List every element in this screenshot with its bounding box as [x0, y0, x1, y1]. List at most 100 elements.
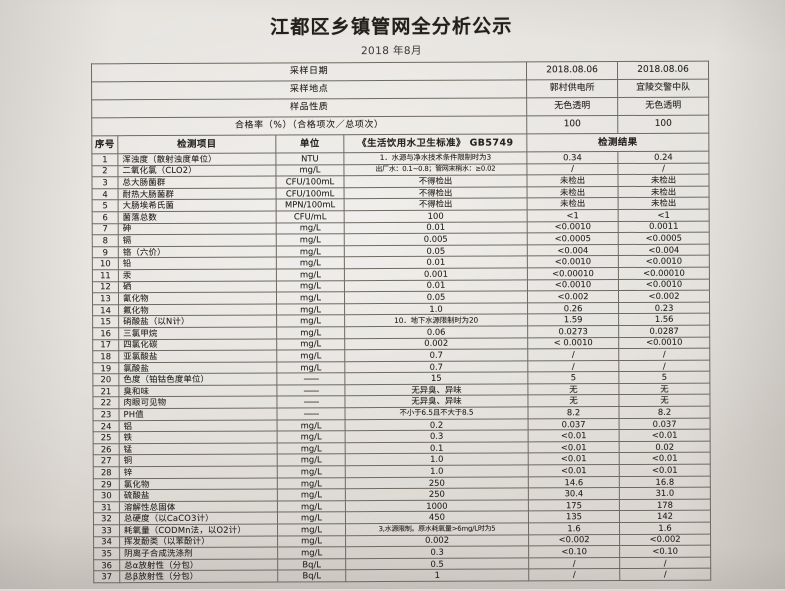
- row-standard-value: 100: [344, 209, 528, 223]
- row-standard-value: 0.005: [344, 233, 528, 246]
- row-result-sample-1: 无: [527, 383, 619, 396]
- row-unit: mg/L: [277, 488, 346, 501]
- row-result-sample-2: 0.037: [619, 417, 711, 430]
- row-standard-value: 不得检出: [344, 198, 528, 211]
- row-number: 3: [91, 176, 119, 189]
- row-standard-value: 0.1: [345, 441, 529, 455]
- row-item-name: 二氧化氯（CLO2）: [117, 164, 276, 177]
- row-number: 26: [93, 443, 120, 456]
- row-number: 35: [93, 547, 120, 560]
- row-item-name: 肉眼可见物: [118, 396, 277, 409]
- row-standard-value: 1.0: [345, 453, 529, 466]
- row-result-sample-1: 8.2: [528, 406, 620, 419]
- row-standard-value: 250: [345, 488, 529, 501]
- row-result-sample-2: 31.0: [619, 487, 711, 500]
- row-result-sample-2: 0.0287: [618, 325, 710, 338]
- column-header-no: 序号: [91, 135, 118, 154]
- row-unit: CFU/100mL: [276, 187, 345, 200]
- row-item-name: 总大肠菌群: [117, 176, 277, 189]
- row-result-sample-2: /: [617, 162, 710, 175]
- row-result-sample-2: <0.01: [619, 452, 711, 465]
- page-subtitle: 2018 年8月: [360, 44, 422, 57]
- row-item-name: 铁: [119, 431, 278, 444]
- row-standard-value: 0.06: [344, 325, 528, 339]
- meta-row-label: 采样日期: [91, 61, 527, 82]
- row-item-name: 氰化物: [118, 292, 277, 305]
- row-standard-value: 不小于6.5且不大于8.5: [344, 406, 529, 420]
- row-standard-value: 0.3: [345, 546, 529, 559]
- row-unit: mg/L: [275, 164, 344, 177]
- row-result-sample-2: 178: [619, 498, 711, 511]
- meta-row-label: 合格率（%）（合格项次／总项次）: [91, 115, 527, 136]
- row-number: 33: [93, 524, 120, 537]
- row-item-name: 铅: [118, 257, 277, 270]
- row-result-sample-2: /: [618, 348, 710, 361]
- row-result-sample-2: /: [619, 568, 711, 581]
- row-unit: ——: [276, 396, 345, 409]
- row-result-sample-2: 142: [619, 510, 711, 523]
- row-result-sample-2: <0.0005: [618, 232, 710, 245]
- row-unit: mg/L: [277, 454, 346, 467]
- row-unit: mg/L: [276, 222, 345, 235]
- row-standard-value: 0.01: [344, 221, 528, 234]
- row-number: 23: [92, 408, 120, 421]
- column-header-unit: 单位: [275, 134, 344, 154]
- row-result-sample-1: 无: [527, 394, 620, 407]
- row-standard-value: 无异臭、异味: [344, 383, 528, 397]
- row-standard-value: 250: [345, 476, 529, 489]
- meta-row-value: 郭村供电所: [526, 79, 618, 98]
- row-result-sample-1: /: [528, 557, 620, 570]
- row-result-sample-2: 未检出: [618, 197, 710, 210]
- row-standard-value: 0.7: [344, 349, 528, 362]
- row-standard-value: 不得检出: [344, 186, 528, 200]
- row-number: 32: [93, 513, 120, 525]
- row-item-name: 硝酸盐（以N计）: [118, 315, 277, 328]
- meta-row-value: 2018.08.06: [526, 61, 618, 80]
- row-result-sample-2: <0.01: [619, 429, 711, 442]
- row-result-sample-1: <0.01: [528, 452, 620, 465]
- row-item-name: 总硬度（以CaCO3计）: [119, 512, 278, 525]
- row-number: 16: [92, 327, 119, 340]
- row-item-name: 浑浊度（散射浊度单位）: [117, 153, 276, 166]
- row-result-sample-1: <0.002: [527, 290, 619, 303]
- row-item-name: 铝: [119, 419, 278, 432]
- row-result-sample-2: 16.8: [619, 475, 711, 488]
- table-row: 37 总β放射性（分包） Bq/L 1//: [93, 568, 711, 583]
- column-header-result: 检测结果: [526, 133, 709, 152]
- row-number: 29: [93, 478, 120, 491]
- row-item-name: 耗氧量（CODMn法，以O2计）: [119, 524, 278, 537]
- row-result-sample-1: <0.0010: [527, 279, 619, 292]
- row-number: 7: [92, 223, 119, 235]
- row-standard-value: 0.3: [345, 430, 529, 443]
- row-number: 19: [92, 362, 119, 375]
- row-number: 6: [92, 211, 119, 224]
- row-standard-value: 1000: [345, 499, 529, 513]
- row-number: 34: [93, 536, 120, 548]
- row-standard-value: 15: [344, 372, 528, 385]
- row-result-sample-1: <1: [527, 209, 619, 222]
- row-item-name: 铜: [119, 454, 278, 467]
- row-result-sample-1: <0.01: [528, 429, 620, 442]
- row-result-sample-2: 0.23: [618, 301, 710, 314]
- row-number: 2: [91, 165, 118, 177]
- row-item-name: 阴离子合成洗涤剂: [119, 547, 278, 560]
- row-result-sample-2: 8.2: [619, 406, 711, 419]
- row-result-sample-2: 5: [618, 371, 710, 384]
- row-result-sample-1: <0.01: [528, 441, 620, 454]
- row-unit: Bq/L: [277, 558, 346, 571]
- row-result-sample-1: 175: [528, 499, 620, 512]
- row-result-sample-2: <0.0010: [618, 278, 710, 291]
- row-unit: mg/L: [277, 442, 346, 455]
- row-result-sample-2: 1.56: [618, 313, 710, 326]
- row-unit: mg/L: [276, 233, 345, 246]
- row-unit: mg/L: [276, 326, 345, 339]
- row-result-sample-1: 14.6: [528, 476, 620, 489]
- row-number: 21: [92, 385, 119, 398]
- row-unit: CFU/100mL: [275, 175, 345, 188]
- row-number: 28: [93, 466, 120, 479]
- row-result-sample-1: /: [526, 163, 619, 176]
- row-unit: mg/L: [277, 500, 346, 513]
- row-unit: mg/L: [277, 477, 346, 490]
- row-unit: mg/L: [276, 291, 345, 304]
- row-number: 27: [93, 455, 120, 467]
